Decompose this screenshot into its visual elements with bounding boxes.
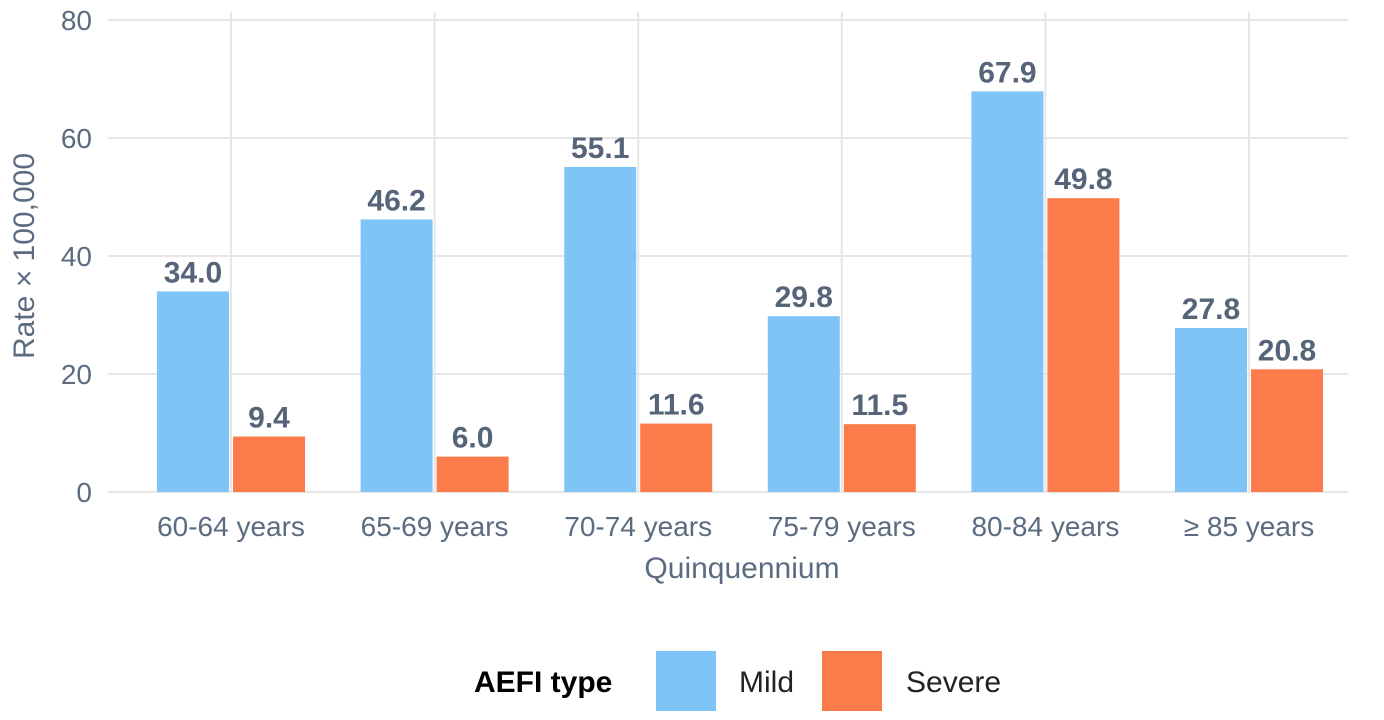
x-tick-label: 65-69 years	[361, 511, 509, 542]
data-label-mild: 67.9	[978, 56, 1036, 89]
data-label-severe: 11.5	[851, 389, 908, 422]
data-label-mild: 46.2	[367, 184, 425, 217]
data-label-severe: 49.8	[1054, 163, 1112, 196]
bar-severe	[1251, 369, 1323, 492]
x-tick-label: 70-74 years	[564, 511, 712, 542]
x-tick-label: ≥ 85 years	[1184, 511, 1315, 542]
bar-mild	[971, 91, 1044, 492]
legend-label-mild: Mild	[739, 666, 794, 699]
bar-severe	[843, 424, 916, 492]
y-axis-title: Rate × 100,000	[8, 153, 41, 359]
data-label-severe: 6.0	[452, 422, 494, 455]
legend-swatch-severe	[822, 651, 882, 711]
data-label-mild: 27.8	[1182, 293, 1240, 326]
legend-label-severe: Severe	[906, 666, 1001, 699]
y-axis: 0 20 40 60 80	[61, 5, 92, 508]
bars	[157, 91, 1323, 493]
bar-severe	[640, 423, 713, 492]
y-tick-label: 80	[61, 5, 92, 36]
y-tick-label: 40	[61, 241, 92, 272]
data-label-severe: 11.6	[648, 389, 705, 422]
legend-swatch-mild	[656, 651, 716, 711]
data-label-severe: 20.8	[1258, 334, 1316, 367]
y-tick-label: 0	[76, 477, 92, 508]
bar-mild	[1175, 327, 1247, 492]
bar-mild	[157, 291, 229, 492]
bar-severe	[436, 456, 509, 492]
y-tick-label: 60	[61, 123, 92, 154]
data-labels: 34.0 46.2 55.1 29.8 67.9 27.8 9.4 6.0 11.6 11.5 49…	[164, 56, 1316, 454]
bar-mild	[564, 166, 637, 492]
data-label-mild: 55.1	[571, 132, 629, 165]
bar-mild	[360, 219, 433, 493]
x-tick-label: 80-84 years	[971, 511, 1119, 542]
legend-title: AEFI type	[474, 666, 612, 699]
y-tick-label: 20	[61, 359, 92, 390]
x-axis-title: Quinquennium	[644, 552, 839, 585]
x-tick-label: 75-79 years	[768, 511, 916, 542]
bar-mild	[767, 316, 840, 492]
gridlines	[108, 12, 1348, 493]
bar-severe	[1047, 198, 1120, 492]
legend: AEFI type Mild Severe	[474, 651, 1001, 711]
data-label-mild: 29.8	[775, 281, 833, 314]
data-label-mild: 34.0	[164, 256, 222, 289]
data-label-severe: 9.4	[248, 402, 290, 435]
bar-severe	[233, 436, 305, 492]
x-axis: 60-64 years 65-69 years 70-74 years 75-79 y…	[157, 511, 1314, 542]
x-tick-label: 60-64 years	[157, 511, 305, 542]
